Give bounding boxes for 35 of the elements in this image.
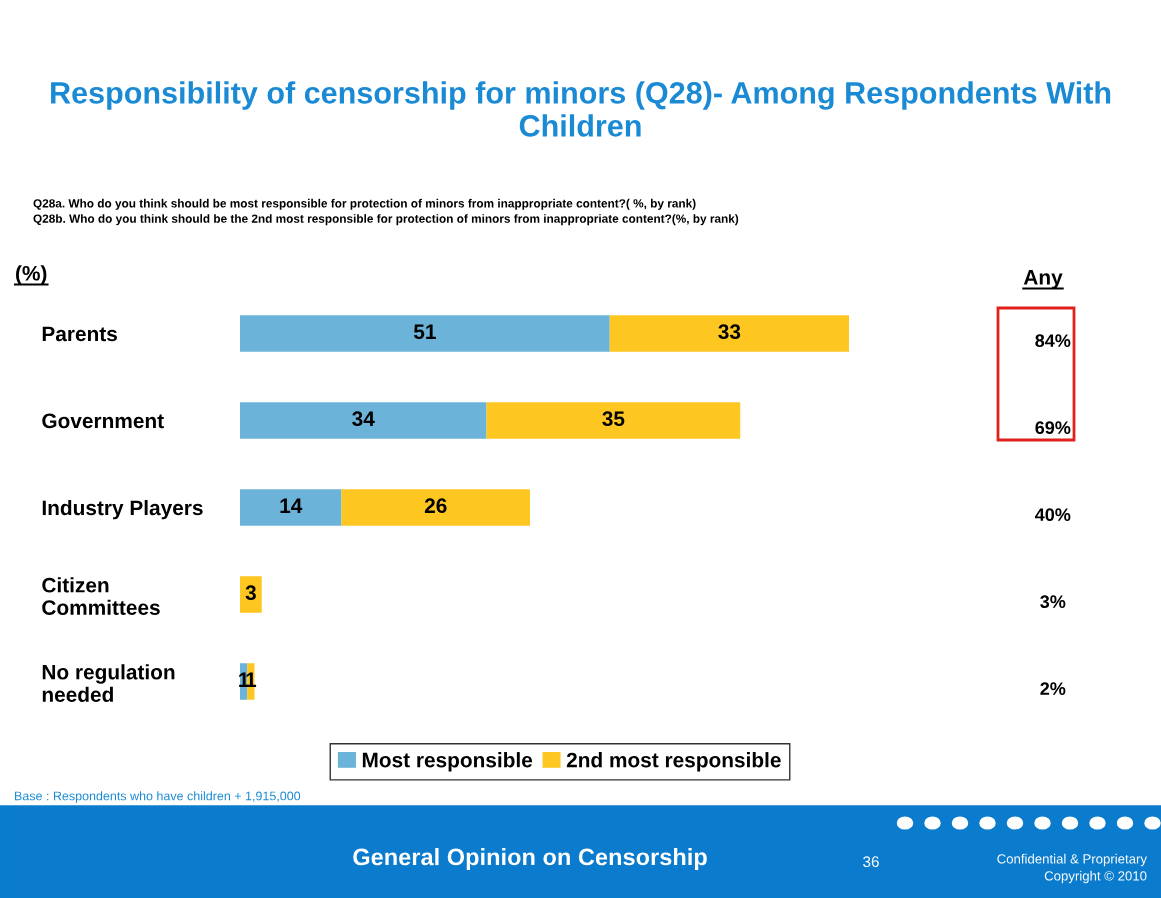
text: 84% [1035, 334, 1071, 348]
text: 36 [863, 856, 879, 868]
text: 2% [1040, 682, 1066, 696]
data-label: 26 [424, 498, 447, 514]
y-tick-label: Government [42, 413, 164, 429]
y-tick-label: No regulation needed [42, 664, 175, 703]
bar [240, 315, 610, 352]
data-label: 33 [718, 324, 741, 340]
y-tick-label: Parents [42, 326, 117, 342]
y-tick-label: Citizen Committees [42, 577, 160, 615]
text: (%) [16, 265, 47, 285]
bar [341, 489, 530, 526]
data-label: 3 [245, 585, 256, 601]
text: Any [1023, 270, 1063, 289]
legend-label: 2nd most responsible [566, 752, 781, 772]
y-tick-label: Industry Players [42, 499, 203, 520]
text: Confidential & Proprietary [997, 853, 1147, 867]
bar [240, 576, 262, 613]
text: Base : Respondents who have children + 1,915,000 [15, 791, 301, 803]
data-label: 51 [413, 324, 436, 340]
bar [486, 402, 741, 439]
text: 3% [1040, 595, 1066, 609]
chart-subtitle: Q28a. Who do you think should be most responsible for protection of minors from inappropriate content?( %, by rank) Q28b. Who do you think should be the 2nd most responsible for protection of minors from inappropriate content?(%, by rank) [33, 198, 739, 226]
text: General Opinion on Censorship [353, 847, 707, 871]
text: Copyright © 2010 [1044, 870, 1147, 884]
text: 69% [1035, 421, 1071, 435]
chart-title: Responsibility of censorship for minors (Q28)- Among Respondents With Children [51, 81, 1111, 137]
legend-label: Most responsible [362, 752, 533, 772]
data-label: 14 [280, 498, 303, 513]
bar [240, 489, 342, 526]
data-label: 35 [602, 411, 625, 427]
bar [609, 315, 849, 352]
text: 40% [1035, 508, 1071, 522]
bar [240, 402, 487, 439]
data-label: 34 [352, 411, 375, 427]
